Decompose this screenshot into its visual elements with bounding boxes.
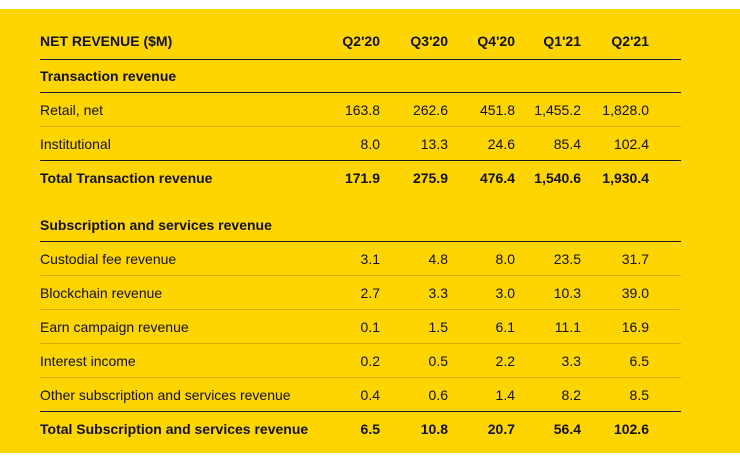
column-header-q4-20: Q4'20 [477,33,515,49]
row-label: Interest income [40,352,136,369]
table-row: Retail, net 163.8 262.6 451.8 1,455.2 1,… [40,93,681,127]
cell-value: 4.8 [428,250,448,267]
cell-value: 476.4 [479,170,515,186]
row-label: Total Subscription and services revenue [40,421,309,437]
cell-value: 0.1 [360,318,380,335]
total-row-transaction: Total Transaction revenue 171.9 275.9 47… [40,161,681,195]
cell-value: 85.4 [553,135,581,152]
table-row: Blockchain revenue 2.7 3.3 3.0 10.3 39.0 [40,276,681,310]
revenue-panel: NET REVENUE ($M) Q2'20 Q3'20 Q4'20 Q1'21… [0,9,740,453]
net-revenue-table: NET REVENUE ($M) Q2'20 Q3'20 Q4'20 Q1'21… [40,23,681,446]
cell-value: 56.4 [553,421,581,437]
cell-value: 1,930.4 [602,170,649,186]
column-header-q2-20: Q2'20 [342,33,380,49]
section-heading-subscription: Subscription and services revenue [40,209,681,242]
table-row: Institutional 8.0 13.3 24.6 85.4 102.4 [40,127,681,161]
cell-value: 1,540.6 [534,170,581,186]
cell-value: 13.3 [420,135,448,152]
cell-value: 8.2 [561,386,581,403]
cell-value: 16.9 [621,318,649,335]
table-row: Other subscription and services revenue … [40,378,681,412]
table-header-row: NET REVENUE ($M) Q2'20 Q3'20 Q4'20 Q1'21… [40,23,681,60]
cell-value: 451.8 [479,101,515,118]
row-label: Total Transaction revenue [40,170,213,186]
row-label: Institutional [40,135,111,152]
cell-value: 1,828.0 [602,101,649,118]
column-header-q2-21: Q2'21 [611,33,649,49]
section-heading: Transaction revenue [40,68,177,84]
row-label: Earn campaign revenue [40,318,189,335]
table-row: Interest income 0.2 0.5 2.2 3.3 6.5 [40,344,681,378]
cell-value: 275.9 [412,170,448,186]
cell-value: 1,455.2 [534,101,581,118]
cell-value: 10.3 [553,284,581,301]
cell-value: 31.7 [621,250,649,267]
cell-value: 8.5 [629,386,649,403]
cell-value: 3.3 [561,352,581,369]
cell-value: 163.8 [344,101,380,118]
column-header-q3-20: Q3'20 [410,33,448,49]
section-heading: Subscription and services revenue [40,217,272,233]
cell-value: 20.7 [487,421,515,437]
cell-value: 102.4 [613,135,649,152]
row-label: Other subscription and services revenue [40,386,291,403]
cell-value: 23.5 [553,250,581,267]
cell-value: 6.1 [495,318,515,335]
cell-value: 11.1 [554,318,581,335]
cell-value: 171.9 [344,170,380,186]
cell-value: 6.5 [360,421,380,437]
cell-value: 0.4 [360,386,380,403]
table-row: Custodial fee revenue 3.1 4.8 8.0 23.5 3… [40,242,681,276]
row-label: Custodial fee revenue [40,250,177,267]
cell-value: 102.6 [613,421,649,437]
cell-value: 2.2 [495,352,515,369]
cell-value: 1.4 [495,386,515,403]
cell-value: 2.7 [360,284,380,301]
cell-value: 3.0 [495,284,515,301]
section-heading-transaction: Transaction revenue [40,60,681,93]
cell-value: 3.3 [428,284,448,301]
total-row-subscription: Total Subscription and services revenue … [40,412,681,446]
cell-value: 262.6 [412,101,448,118]
table-title: NET REVENUE ($M) [40,33,173,49]
cell-value: 24.6 [487,135,515,152]
cell-value: 8.0 [495,250,515,267]
cell-value: 10.8 [420,421,448,437]
section-spacer [40,195,681,209]
cell-value: 1.5 [428,318,448,335]
cell-value: 0.2 [360,352,380,369]
cell-value: 6.5 [629,352,649,369]
row-label: Blockchain revenue [40,284,163,301]
column-header-q1-21: Q1'21 [543,33,581,49]
cell-value: 0.5 [428,352,448,369]
row-label: Retail, net [40,101,104,118]
cell-value: 8.0 [360,135,380,152]
cell-value: 39.0 [621,284,649,301]
cell-value: 0.6 [428,386,448,403]
table-row: Earn campaign revenue 0.1 1.5 6.1 11.1 1… [40,310,681,344]
cell-value: 3.1 [360,250,380,267]
